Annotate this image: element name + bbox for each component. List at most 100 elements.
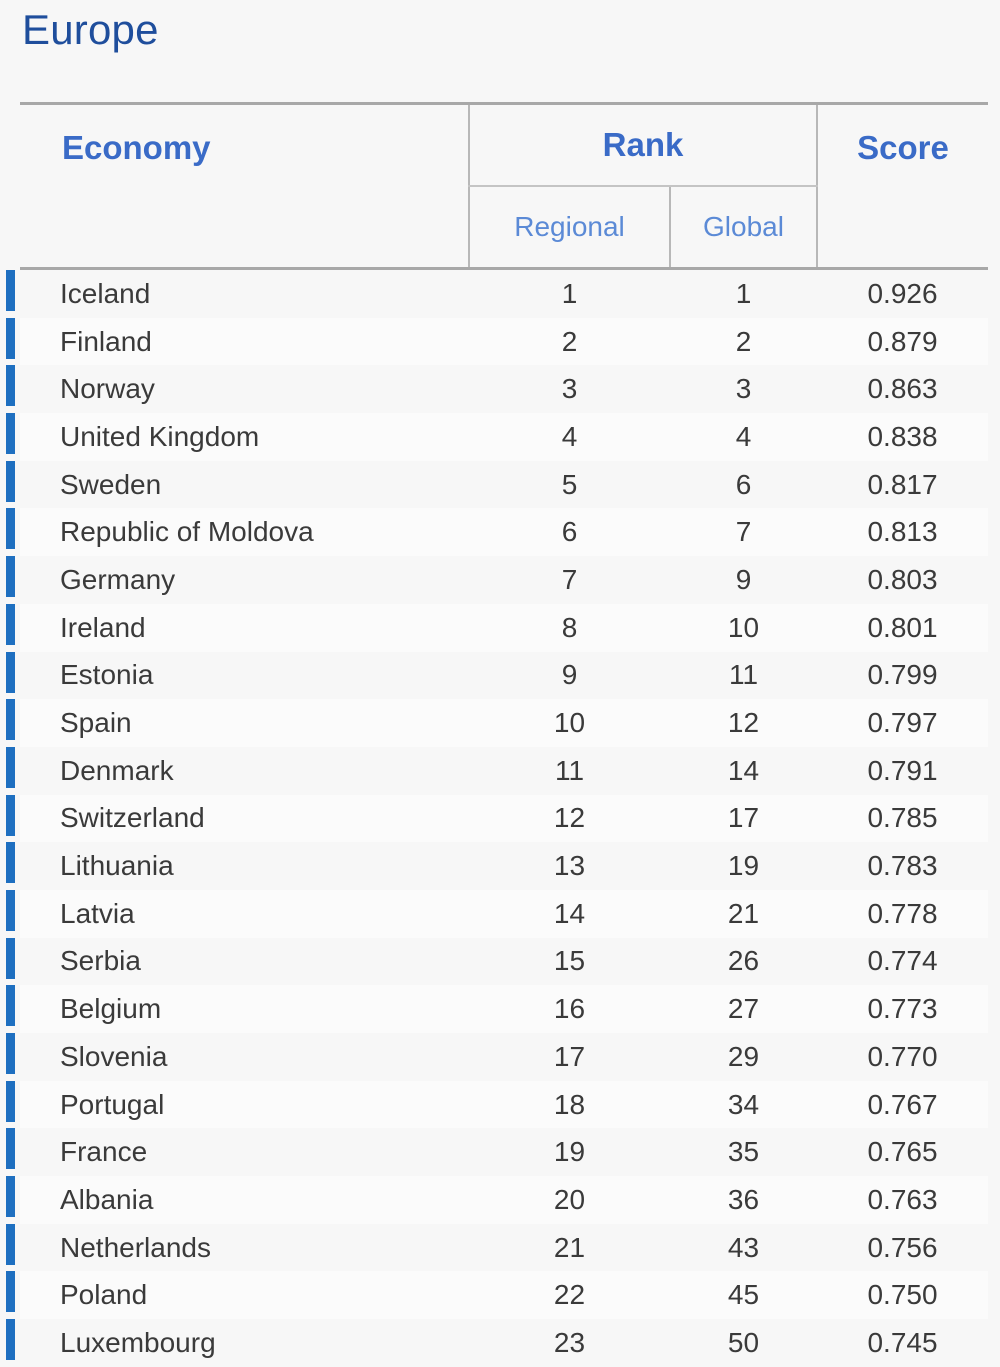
row-marker-column (6, 270, 15, 1367)
cell-global-rank: 2 (670, 317, 818, 366)
cell-score: 0.863 (817, 365, 989, 414)
row-marker (6, 1033, 15, 1074)
cell-score: 0.813 (817, 508, 989, 557)
table-row: Iceland 1 1 0.926 (20, 268, 989, 318)
cell-global-rank: 36 (670, 1176, 818, 1224)
cell-regional-rank: 4 (469, 413, 670, 461)
cell-score: 0.879 (817, 317, 989, 366)
cell-economy: Germany (20, 556, 469, 604)
table-row: Ireland 8 10 0.801 (20, 603, 989, 652)
cell-global-rank: 1 (670, 268, 818, 318)
table-row: France 19 35 0.765 (20, 1128, 989, 1177)
cell-economy: Iceland (20, 268, 469, 318)
cell-regional-rank: 15 (469, 937, 670, 986)
cell-regional-rank: 22 (469, 1271, 670, 1320)
cell-economy: Poland (20, 1271, 469, 1320)
table-row: Estonia 9 11 0.799 (20, 651, 989, 700)
cell-global-rank: 21 (670, 889, 818, 938)
cell-regional-rank: 14 (469, 889, 670, 938)
cell-regional-rank: 7 (469, 556, 670, 604)
row-marker (6, 985, 15, 1027)
row-marker (6, 460, 15, 502)
table-row: Finland 2 2 0.879 (20, 317, 989, 366)
row-marker (6, 651, 15, 693)
cell-global-rank: 27 (670, 985, 818, 1033)
cell-score: 0.926 (817, 268, 989, 318)
cell-global-rank: 34 (670, 1080, 818, 1129)
cell-economy: Serbia (20, 937, 469, 986)
cell-score: 0.773 (817, 985, 989, 1033)
cell-score: 0.750 (817, 1271, 989, 1320)
column-header-regional: Regional (468, 186, 671, 270)
cell-economy: Latvia (20, 889, 469, 938)
cell-global-rank: 12 (670, 699, 818, 747)
row-marker (6, 1080, 15, 1122)
cell-regional-rank: 23 (469, 1319, 670, 1367)
row-marker (6, 1271, 15, 1313)
cell-global-rank: 14 (670, 746, 818, 795)
cell-regional-rank: 20 (469, 1176, 670, 1224)
table-row: United Kingdom 4 4 0.838 (20, 413, 989, 461)
cell-score: 0.803 (817, 556, 989, 604)
cell-score: 0.770 (817, 1033, 989, 1081)
ranking-table-container: Economy Rank Score Regional Global Icela… (20, 102, 989, 1367)
row-marker (6, 1176, 15, 1218)
row-marker (6, 699, 15, 741)
row-marker (6, 413, 15, 455)
table-row: Slovenia 17 29 0.770 (20, 1033, 989, 1081)
cell-global-rank: 50 (670, 1319, 818, 1367)
table-body: Iceland 1 1 0.926 Finland 2 2 0.879 Norway 3 3 0.86… (20, 268, 989, 1367)
cell-economy: France (20, 1128, 469, 1177)
cell-global-rank: 11 (670, 651, 818, 700)
table-row: Belgium 16 27 0.773 (20, 985, 989, 1033)
row-marker (6, 317, 15, 359)
row-marker (6, 365, 15, 407)
cell-score: 0.799 (817, 651, 989, 700)
cell-economy: Belgium (20, 985, 469, 1033)
cell-economy: Estonia (20, 651, 469, 700)
cell-global-rank: 3 (670, 365, 818, 414)
cell-score: 0.763 (817, 1176, 989, 1224)
cell-regional-rank: 5 (469, 460, 670, 509)
cell-regional-rank: 19 (469, 1128, 670, 1177)
row-marker (6, 842, 15, 884)
table-row: Luxembourg 23 50 0.745 (20, 1319, 989, 1367)
table-row: Lithuania 13 19 0.783 (20, 842, 989, 890)
cell-economy: Luxembourg (20, 1319, 469, 1367)
column-header-economy: Economy (20, 102, 469, 270)
cell-score: 0.745 (817, 1319, 989, 1367)
cell-score: 0.756 (817, 1223, 989, 1272)
cell-economy: Spain (20, 699, 469, 747)
cell-economy: Ireland (20, 603, 469, 652)
cell-score: 0.785 (817, 794, 989, 843)
cell-regional-rank: 13 (469, 842, 670, 890)
cell-regional-rank: 8 (469, 603, 670, 652)
cell-score: 0.778 (817, 889, 989, 938)
row-marker (6, 603, 15, 645)
table-row: Netherlands 21 43 0.756 (20, 1223, 989, 1272)
row-marker (6, 937, 15, 979)
cell-score: 0.838 (817, 413, 989, 461)
cell-regional-rank: 16 (469, 985, 670, 1033)
table-row: Portugal 18 34 0.767 (20, 1080, 989, 1129)
table-row: Sweden 5 6 0.817 (20, 460, 989, 509)
cell-regional-rank: 3 (469, 365, 670, 414)
cell-global-rank: 43 (670, 1223, 818, 1272)
row-marker (6, 1223, 15, 1265)
cell-regional-rank: 18 (469, 1080, 670, 1129)
cell-regional-rank: 11 (469, 746, 670, 795)
cell-economy: Finland (20, 317, 469, 366)
cell-global-rank: 19 (670, 842, 818, 890)
column-header-global: Global (670, 186, 819, 270)
cell-global-rank: 6 (670, 460, 818, 509)
page-title: Europe (22, 6, 159, 53)
table-row: Germany 7 9 0.803 (20, 556, 989, 604)
table-row: Norway 3 3 0.863 (20, 365, 989, 414)
row-marker (6, 746, 15, 788)
cell-global-rank: 9 (670, 556, 818, 604)
cell-economy: Switzerland (20, 794, 469, 843)
cell-global-rank: 10 (670, 603, 818, 652)
table-row: Latvia 14 21 0.778 (20, 889, 989, 938)
cell-regional-rank: 17 (469, 1033, 670, 1081)
cell-regional-rank: 9 (469, 651, 670, 700)
